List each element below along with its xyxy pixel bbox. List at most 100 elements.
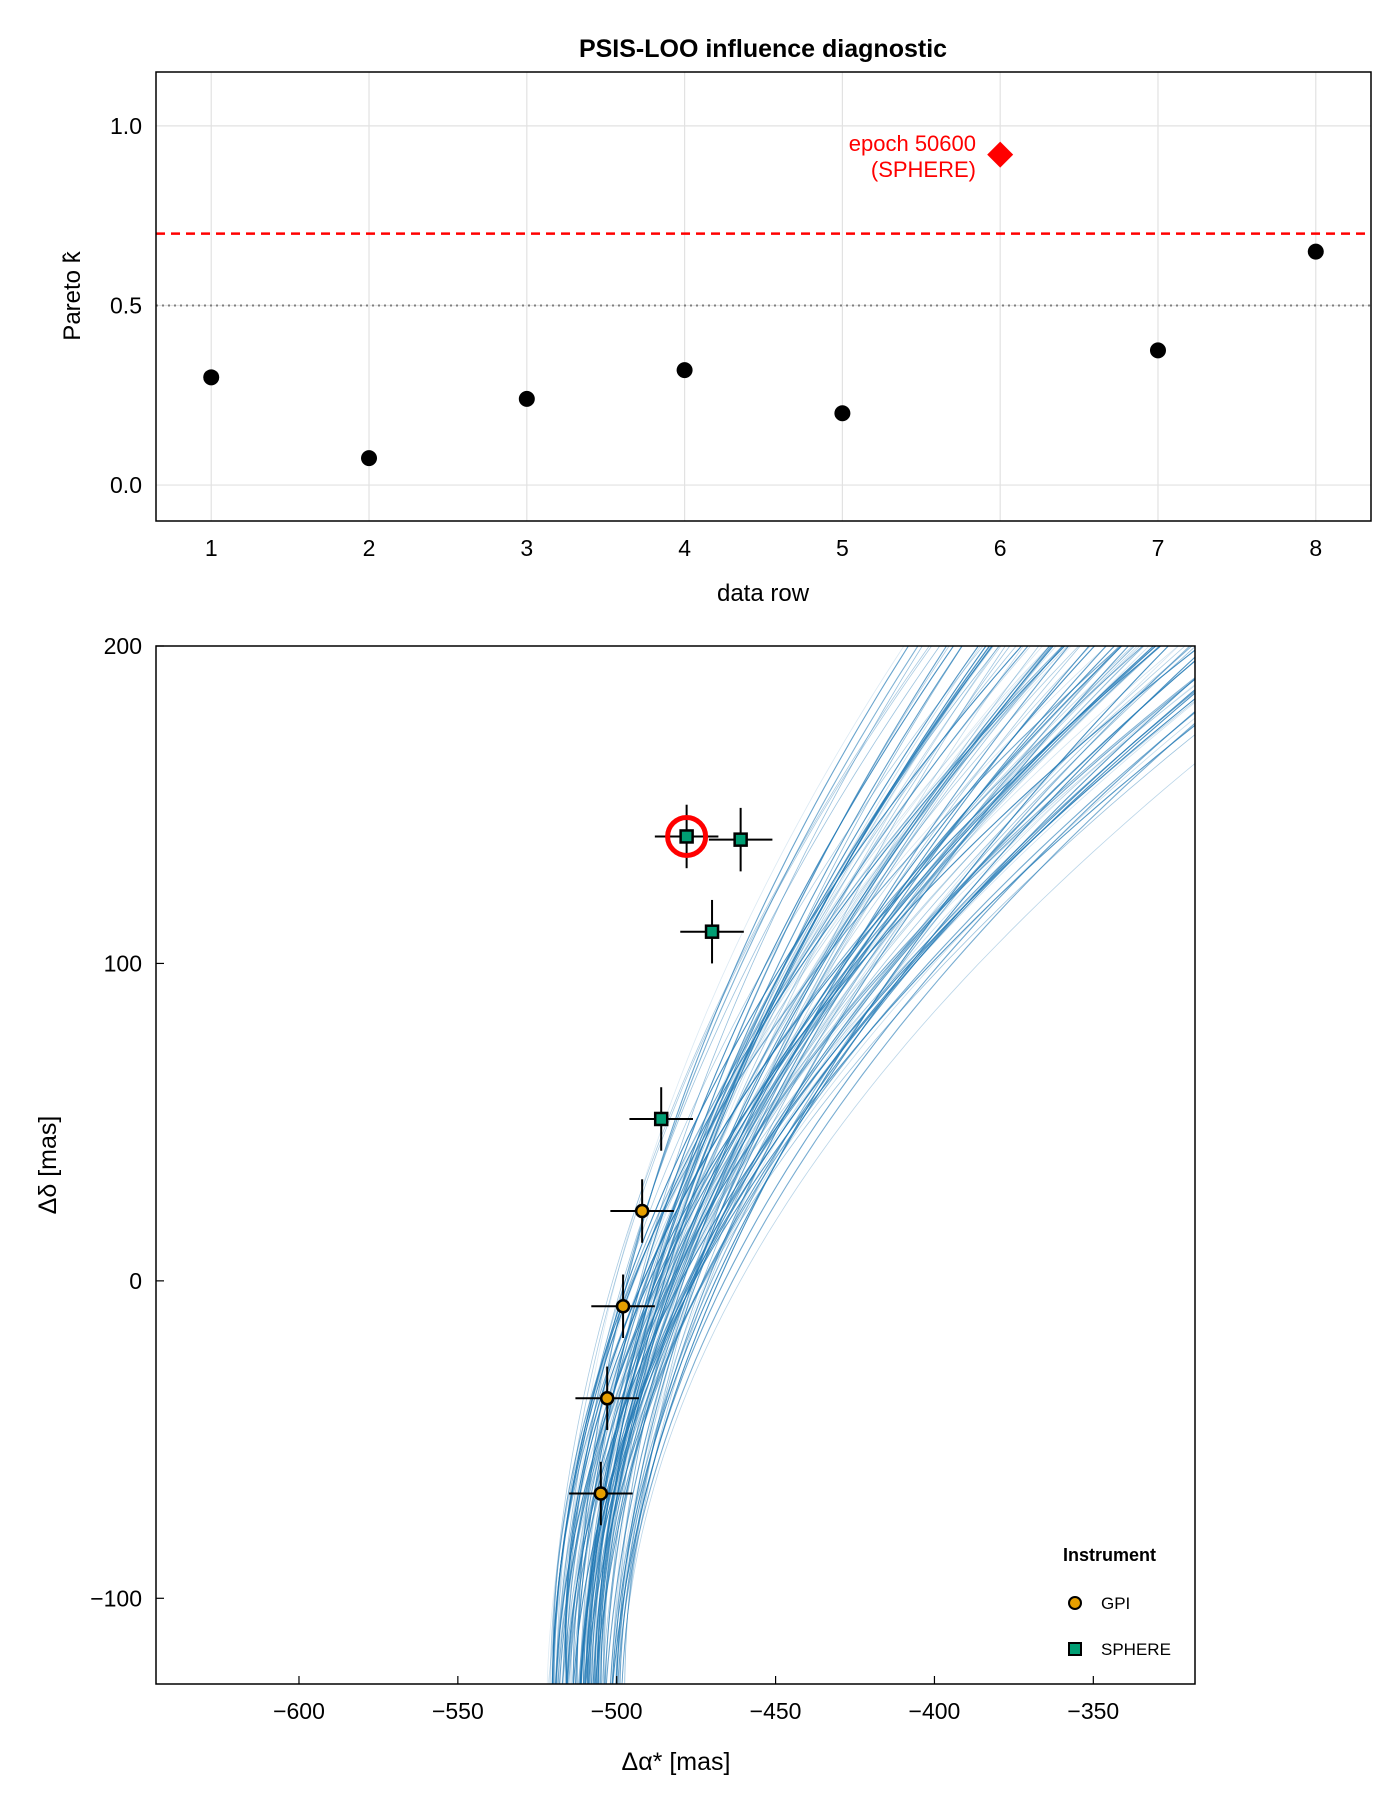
sphere-point: [679, 829, 694, 844]
orbit-curve: [588, 690, 1195, 1684]
pareto-k-point: [203, 369, 220, 386]
orbit-curve: [591, 646, 1052, 1684]
legend-gpi-marker: [1068, 1596, 1082, 1610]
pareto-k-point: [518, 390, 535, 407]
bottom-x-tick-label: −450: [750, 1698, 802, 1724]
orbit-curve: [600, 646, 1057, 1684]
orbit-curve: [567, 646, 1193, 1684]
legend-sphere-label: SPHERE: [1101, 1640, 1171, 1659]
orbit-curve: [611, 656, 1195, 1684]
orbit-curve: [624, 646, 1123, 1684]
orbit-curve: [552, 646, 1122, 1684]
sphere-point: [653, 1111, 669, 1127]
top-x-tick-label: 6: [994, 535, 1007, 561]
top-x-tick-label: 5: [836, 535, 849, 561]
orbit-curve: [579, 678, 1195, 1684]
orbit-curve: [600, 711, 1195, 1684]
orbit-curve: [587, 646, 1080, 1684]
orbit-curve: [557, 646, 1161, 1684]
pareto-k-point: [361, 450, 378, 467]
gpi-point: [634, 1203, 650, 1219]
top-x-tick-label: 4: [678, 535, 691, 561]
orbit-curve: [587, 717, 1195, 1684]
orbit-curve: [616, 646, 1024, 1684]
orbit-curve: [558, 646, 1029, 1684]
orbit-curve: [564, 646, 1162, 1684]
top-y-tick-label: 1.0: [110, 113, 142, 139]
orbit-curve: [566, 646, 1134, 1684]
orbit-curve: [556, 646, 933, 1684]
bottom-y-tick-label: −100: [90, 1585, 142, 1611]
highlighted-epoch-ring: [665, 814, 709, 858]
top-y-tick-label: 0.5: [110, 292, 142, 318]
orbit-curve: [571, 646, 990, 1684]
top-x-tick-label: 1: [205, 535, 218, 561]
flagged-point-diamond: [987, 141, 1014, 168]
orbit-curve: [594, 646, 1090, 1684]
orbit-curve: [583, 646, 1040, 1684]
orbit-curve: [595, 646, 981, 1684]
orbit-curve: [604, 646, 963, 1684]
orbit-curve: [610, 646, 1180, 1684]
orbit-curve: [618, 646, 1054, 1684]
bottom-y-tick-label: 200: [104, 633, 142, 659]
orbit-curve: [553, 646, 1064, 1684]
orbit-curve: [576, 646, 910, 1684]
top-x-tick-label: 8: [1309, 535, 1322, 561]
top-title: PSIS-LOO influence diagnostic: [579, 35, 947, 63]
legend: Instrument GPI SPHERE: [1063, 1545, 1171, 1659]
bottom-x-tick-label: −550: [432, 1698, 484, 1724]
orbit-curve: [619, 710, 1195, 1684]
orbit-curve: [595, 646, 1017, 1684]
legend-sphere-marker: [1068, 1642, 1082, 1656]
top-x-axis-label: data row: [717, 580, 810, 607]
orbit-curve: [603, 646, 1123, 1684]
orbit-curve: [583, 701, 1195, 1684]
orbit-curve: [546, 646, 1072, 1684]
orbit-curve: [556, 646, 941, 1684]
bottom-y-tick-label: 100: [104, 950, 142, 976]
orbit-curve: [561, 646, 992, 1684]
bottom-x-tick-label: −350: [1067, 1698, 1119, 1724]
orbit-curve: [563, 646, 905, 1684]
bottom-x-tick-label: −400: [909, 1698, 961, 1724]
orbit-curve: [549, 646, 930, 1684]
orbit-curve: [612, 646, 994, 1684]
top-plot-frame: [155, 71, 1372, 522]
bottom-x-axis-label: Δα* [mas]: [622, 1748, 731, 1776]
legend-title: Instrument: [1063, 1545, 1156, 1565]
gpi-point: [599, 1391, 615, 1406]
top-x-tick-label: 3: [520, 535, 533, 561]
top-x-tick-label: 7: [1152, 535, 1165, 561]
orbit-curve: [581, 646, 1051, 1684]
pareto-k-point: [676, 362, 693, 379]
orbit-curve: [562, 646, 919, 1684]
bottom-y-tick-label: 0: [129, 1268, 142, 1294]
orbit-curve: [554, 700, 1195, 1684]
reference-lines: [156, 232, 1371, 307]
bottom-y-axis-label: Δδ [mas]: [34, 1116, 62, 1215]
flagged-point-label-line1: epoch 50600: [849, 131, 976, 156]
orbit-curve: [615, 646, 1130, 1684]
sphere-point: [733, 832, 748, 847]
pareto-k-points: [203, 141, 1324, 467]
bottom-x-tick-labels: −600 −550 −500 −450 −400 −350: [273, 1676, 1119, 1724]
orbit-curve: [597, 646, 1157, 1684]
orbit-curve: [617, 722, 1195, 1684]
pareto-k-point: [1307, 243, 1324, 260]
orbit-curve: [579, 646, 923, 1684]
bottom-plot-frame: [155, 645, 1196, 1685]
orbit-curve: [621, 762, 1195, 1684]
top-y-tick-label: 0.0: [110, 472, 142, 498]
bottom-x-tick-label: −500: [591, 1698, 643, 1724]
posterior-orbits: [546, 646, 1195, 1684]
orbit-curve: [605, 646, 1070, 1684]
gpi-point: [593, 1486, 609, 1501]
orbit-curve: [569, 646, 1032, 1684]
orbit-curve: [560, 646, 1050, 1684]
orbit-curve: [556, 646, 1179, 1684]
orbit-curve: [558, 684, 1195, 1684]
pareto-k-point: [834, 405, 851, 422]
orbit-curve: [550, 646, 1107, 1684]
orbit-curve: [568, 646, 1136, 1684]
